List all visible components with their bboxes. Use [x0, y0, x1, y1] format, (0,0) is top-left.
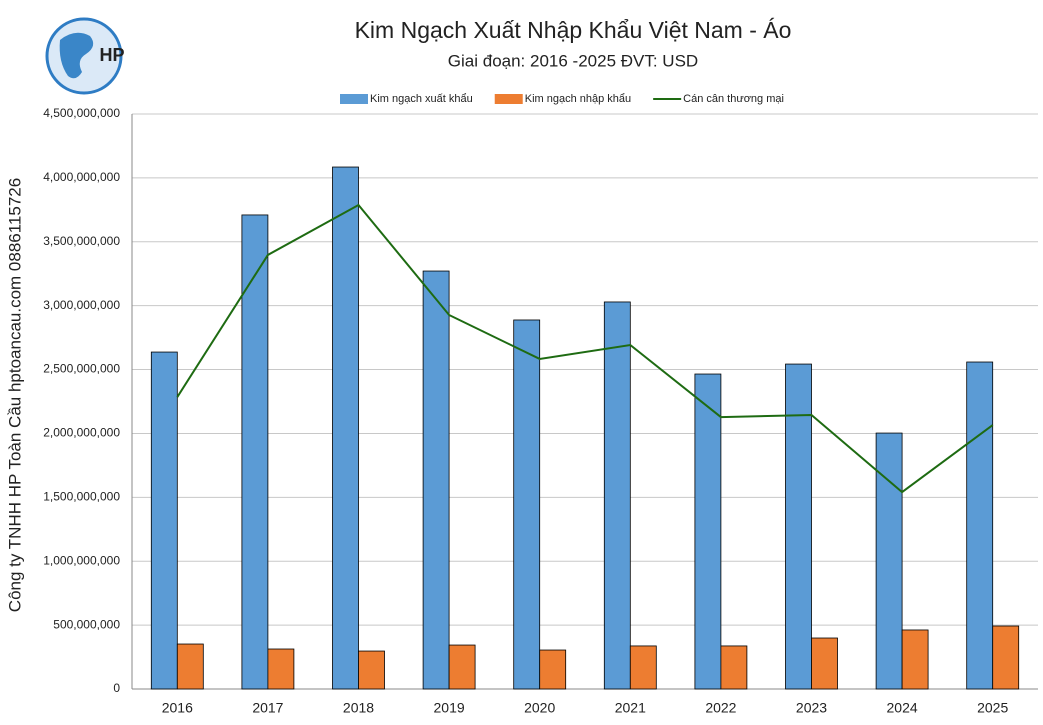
bar — [901, 629, 929, 690]
side-text: Công ty TNHH HP Toàn Cầu hptoancau.com 0… — [5, 178, 24, 612]
bar — [720, 645, 748, 690]
y-tick-label: 0 — [113, 681, 120, 695]
x-tick-label: 2024 — [887, 700, 918, 716]
x-tick-label: 2023 — [796, 700, 827, 716]
y-tick-label: 4,500,000,000 — [43, 106, 120, 120]
bar — [811, 637, 838, 690]
bar — [150, 351, 178, 690]
bar — [332, 166, 359, 690]
y-tick-label: 3,500,000,000 — [43, 234, 120, 248]
y-tick-label: 500,000,000 — [53, 617, 120, 631]
bar — [539, 649, 567, 690]
bar — [694, 373, 722, 690]
x-tick-label: 2019 — [434, 700, 465, 716]
legend-label: Cán cân thương mại — [683, 93, 784, 105]
y-tick-label: 4,000,000,000 — [43, 170, 120, 184]
bar — [241, 214, 269, 690]
x-tick-label: 2020 — [524, 700, 555, 716]
y-tick-label: 1,500,000,000 — [43, 490, 120, 504]
legend-label: Kim ngạch xuất khẩu — [370, 93, 473, 105]
bar — [358, 650, 385, 690]
chart-title: Kim Ngạch Xuất Nhập Khẩu Việt Nam - Áo — [355, 17, 792, 43]
x-tick-label: 2021 — [615, 700, 646, 716]
logo-land — [59, 32, 94, 79]
bar — [603, 301, 631, 690]
y-tick-label: 2,000,000,000 — [43, 426, 120, 440]
x-tick-label: 2016 — [162, 700, 193, 716]
legend-swatch — [494, 94, 523, 104]
legend: Kim ngạch xuất khẩu Kim ngạch nhập khẩu Cá… — [340, 93, 784, 105]
y-tick-label: 3,000,000,000 — [43, 298, 120, 312]
y-tick-label: 1,000,000,000 — [43, 553, 120, 567]
x-tick-label: 2017 — [252, 700, 283, 716]
plot: 0 500,000,000 1,000,000,000 1,500,000,000 2,… — [43, 93, 1038, 716]
bar — [875, 432, 903, 690]
bar — [267, 648, 295, 690]
legend-label: Kim ngạch nhập khẩu — [525, 93, 631, 105]
bar — [448, 644, 476, 690]
x-tick-label: 2022 — [705, 700, 736, 716]
x-tick-label: 2025 — [977, 700, 1008, 716]
x-tick-label: 2018 — [343, 700, 374, 716]
legend-swatch — [340, 94, 368, 104]
logo: HP — [44, 14, 128, 98]
bar — [966, 361, 994, 690]
bar — [513, 319, 541, 690]
bar — [422, 270, 450, 690]
y-tick-label: 2,500,000,000 — [43, 362, 120, 376]
bar — [176, 643, 204, 690]
logo-text: HP — [99, 45, 124, 65]
bar — [629, 645, 657, 690]
chart-subtitle: Giai đoạn: 2016 -2025 ĐVT: USD — [448, 51, 698, 70]
bar — [992, 625, 1020, 690]
bar — [785, 363, 812, 690]
line — [176, 203, 994, 494]
